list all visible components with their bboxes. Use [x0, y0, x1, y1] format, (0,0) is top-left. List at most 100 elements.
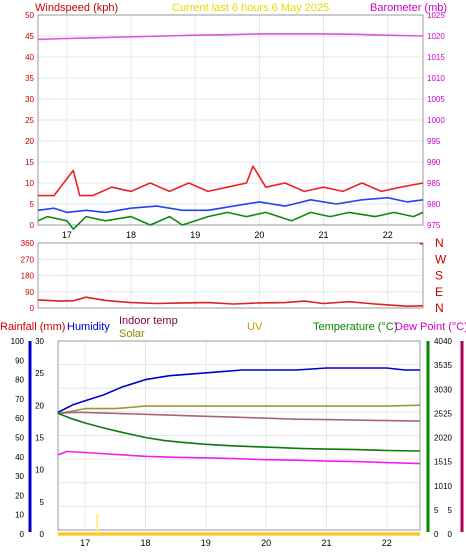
baro-ytick-995: 995 — [427, 137, 441, 146]
series-indoor — [57, 411, 421, 422]
series-solar — [57, 404, 421, 415]
legend-solar: Solar — [119, 328, 145, 340]
temp-ytick-5: 5 — [434, 506, 439, 515]
series-humidity — [57, 367, 420, 414]
temp-ytick-15: 15 — [434, 458, 443, 467]
wind-panel-frame — [37, 14, 424, 226]
wind-ytick-0: 0 — [30, 221, 35, 230]
humidity-ytick-10: 10 — [15, 511, 24, 520]
baro-ytick-1015: 1015 — [427, 53, 445, 62]
rain-ytick-25: 25 — [35, 369, 44, 378]
barometer-axis-label: Barometer (mb) — [370, 2, 447, 14]
direction-panel-frame — [37, 242, 424, 309]
dir-ytick-360: 360 — [21, 239, 35, 248]
data-series — [37, 33, 424, 536]
wind-ytick-10: 10 — [25, 179, 34, 188]
series-avg — [37, 196, 424, 214]
rain-ytick-20: 20 — [35, 401, 44, 410]
series-dir_end — [419, 242, 424, 245]
wind-xtick-20: 20 — [254, 230, 264, 240]
baro-ytick-990: 990 — [427, 158, 441, 167]
baro-ytick-1010: 1010 — [427, 74, 445, 83]
wind-ytick-20: 20 — [25, 137, 34, 146]
tick-labels: 0510152025303540455097598098599099510001… — [11, 11, 453, 548]
humidity-ytick-90: 90 — [15, 356, 24, 365]
temp-ytick-20: 20 — [434, 434, 443, 443]
legend-indoor-temp: Indoor temp — [119, 315, 178, 327]
temp-ytick-25: 25 — [434, 409, 443, 418]
series-gust — [38, 165, 424, 197]
baro-ytick-975: 975 — [427, 221, 441, 230]
baro-ytick-980: 980 — [427, 200, 441, 209]
humidity-ytick-50: 50 — [15, 434, 24, 443]
legend-dew-point: Dew Point (°C) — [395, 321, 466, 333]
humidity-ytick-70: 70 — [15, 395, 24, 404]
dew-ytick-40: 40 — [443, 337, 452, 346]
wind-ytick-35: 35 — [25, 74, 34, 83]
legend-temperature: Temperature (°C) — [313, 321, 397, 333]
legend-humidity: Humidity — [67, 321, 110, 333]
compass-label-3: E — [435, 285, 443, 299]
wind-ytick-5: 5 — [30, 200, 35, 209]
dir-ytick-0: 0 — [30, 304, 35, 313]
legend-uv: UV — [247, 321, 263, 333]
humidity-ytick-100: 100 — [11, 337, 25, 346]
dew-ytick-5: 5 — [448, 506, 453, 515]
temp-ytick-0: 0 — [434, 530, 439, 539]
temp-xtick-18: 18 — [140, 538, 150, 548]
temp-xtick-17: 17 — [80, 538, 90, 548]
humidity-ytick-0: 0 — [20, 530, 25, 539]
temp-xtick-19: 19 — [201, 538, 211, 548]
temp-xtick-22: 22 — [382, 538, 392, 548]
legend-rainfall: Rainfall (mm) — [0, 321, 65, 333]
baro-ytick-1000: 1000 — [427, 116, 445, 125]
dew-ytick-25: 25 — [443, 409, 452, 418]
temp-ytick-40: 40 — [434, 337, 443, 346]
series-baro — [37, 33, 424, 41]
wind-ytick-50: 50 — [25, 11, 34, 20]
humidity-ytick-40: 40 — [15, 453, 24, 462]
humidity-ytick-20: 20 — [15, 491, 24, 500]
humidity-ytick-80: 80 — [15, 376, 24, 385]
rain-ytick-0: 0 — [40, 530, 45, 539]
temp-ytick-10: 10 — [434, 482, 443, 491]
dew-ytick-30: 30 — [443, 385, 452, 394]
wind-ytick-45: 45 — [25, 32, 34, 41]
temp-ytick-35: 35 — [434, 361, 443, 370]
series-wind — [37, 211, 424, 230]
chart-title: Current last 6 hours 6 May 2025 — [172, 2, 329, 14]
temp-ytick-30: 30 — [434, 385, 443, 394]
wind-ytick-40: 40 — [25, 53, 34, 62]
temp-xtick-20: 20 — [261, 538, 271, 548]
rain-ytick-15: 15 — [35, 434, 44, 443]
windspeed-axis-label: Windspeed (kph) — [35, 2, 118, 14]
dew-ytick-20: 20 — [443, 434, 452, 443]
dir-ytick-90: 90 — [25, 288, 34, 297]
dew-ytick-35: 35 — [443, 361, 452, 370]
baro-ytick-1020: 1020 — [427, 32, 445, 41]
wind-xtick-17: 17 — [62, 230, 72, 240]
temp-panel-frame — [57, 340, 421, 531]
compass-label-0: N — [435, 236, 444, 250]
baro-ytick-1005: 1005 — [427, 95, 445, 104]
series-dew — [57, 450, 421, 465]
wind-ytick-15: 15 — [25, 158, 34, 167]
series-dir — [37, 296, 424, 307]
baro-ytick-985: 985 — [427, 179, 441, 188]
rain-ytick-10: 10 — [35, 466, 44, 475]
series-temp — [57, 412, 421, 452]
rain-ytick-5: 5 — [40, 498, 45, 507]
wind-xtick-21: 21 — [319, 230, 329, 240]
wind-ytick-25: 25 — [25, 116, 34, 125]
humidity-ytick-60: 60 — [15, 414, 24, 423]
humidity-ytick-30: 30 — [15, 472, 24, 481]
compass-label-4: N — [435, 301, 444, 315]
wind-ytick-30: 30 — [25, 95, 34, 104]
wind-xtick-19: 19 — [190, 230, 200, 240]
rain-ytick-30: 30 — [35, 337, 44, 346]
dew-ytick-15: 15 — [443, 458, 452, 467]
panel-frames — [28, 14, 464, 532]
wind-xtick-18: 18 — [126, 230, 136, 240]
